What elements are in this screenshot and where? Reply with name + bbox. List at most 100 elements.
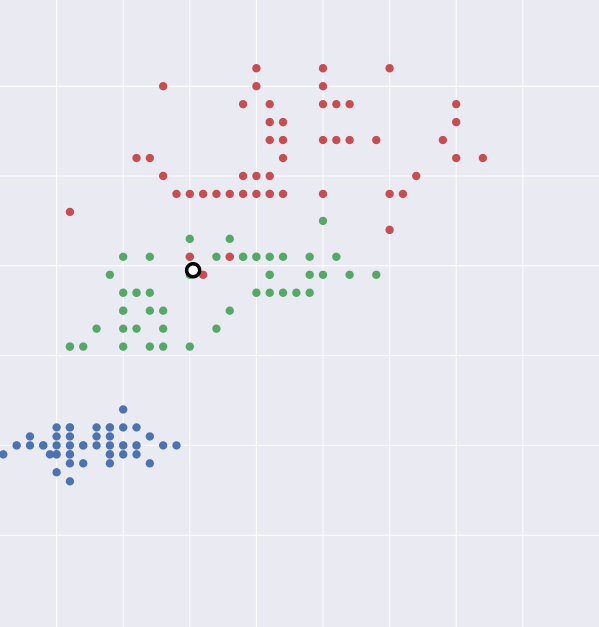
data-point-versicolor: [265, 288, 274, 297]
data-point-setosa: [25, 432, 35, 441]
data-point-versicolor: [225, 306, 234, 315]
data-point-virginica: [172, 189, 181, 199]
data-point-versicolor: [278, 288, 288, 297]
data-point-setosa: [65, 477, 75, 486]
data-point-virginica: [345, 99, 354, 109]
data-point-versicolor: [158, 342, 168, 351]
data-point-versicolor: [292, 288, 301, 297]
data-point-versicolor: [265, 252, 274, 262]
data-point-virginica: [452, 99, 461, 109]
data-point-versicolor: [305, 252, 314, 262]
data-point-virginica: [385, 64, 394, 73]
data-point-versicolor: [318, 216, 328, 226]
data-point-virginica: [252, 82, 261, 91]
data-point-setosa: [65, 423, 75, 432]
data-point-virginica: [278, 135, 288, 145]
data-point-virginica: [452, 153, 461, 163]
data-point-setosa: [25, 441, 35, 450]
data-point-setosa: [145, 432, 155, 441]
data-point-setosa: [79, 441, 88, 450]
highlighted-point: [184, 262, 202, 279]
data-point-setosa: [105, 423, 115, 432]
data-point-versicolor: [372, 270, 381, 279]
data-point-virginica: [318, 64, 328, 73]
data-point-setosa: [145, 459, 155, 468]
data-point-versicolor: [132, 324, 141, 333]
data-point-versicolor: [318, 270, 328, 279]
data-point-versicolor: [119, 324, 128, 333]
data-point-versicolor: [158, 324, 168, 333]
data-point-versicolor: [119, 288, 128, 297]
data-point-setosa: [65, 459, 75, 468]
data-point-setosa: [0, 450, 8, 459]
data-point-virginica: [385, 225, 394, 235]
data-point-virginica: [158, 82, 168, 91]
data-point-virginica: [238, 99, 248, 109]
data-point-setosa: [172, 441, 181, 450]
data-point-virginica: [238, 171, 248, 181]
data-point-setosa: [52, 468, 61, 477]
data-point-virginica: [265, 99, 274, 109]
data-point-versicolor: [185, 234, 194, 244]
data-point-virginica: [225, 189, 234, 199]
data-point-setosa: [132, 441, 141, 450]
data-point-setosa: [39, 441, 48, 450]
data-point-setosa: [119, 405, 128, 414]
data-point-versicolor: [332, 252, 341, 262]
data-point-versicolor: [305, 270, 314, 279]
data-point-setosa: [132, 450, 141, 459]
data-point-setosa: [92, 441, 101, 450]
data-point-setosa: [12, 441, 21, 450]
data-point-virginica: [238, 189, 248, 199]
data-point-versicolor: [105, 270, 115, 279]
data-point-virginica: [212, 189, 221, 199]
data-point-setosa: [65, 432, 75, 441]
data-point-versicolor: [212, 324, 221, 333]
data-point-setosa: [105, 459, 115, 468]
data-point-setosa: [92, 432, 101, 441]
data-point-virginica: [252, 189, 261, 199]
data-point-virginica: [318, 135, 328, 145]
data-point-versicolor: [238, 252, 248, 262]
data-point-virginica: [385, 189, 394, 199]
data-point-versicolor: [212, 252, 221, 262]
data-point-virginica: [452, 117, 461, 127]
data-point-setosa: [52, 450, 61, 459]
data-point-versicolor: [278, 252, 288, 262]
data-point-versicolor: [65, 342, 75, 351]
data-point-setosa: [52, 441, 61, 450]
data-point-versicolor: [305, 288, 314, 297]
data-point-setosa: [79, 459, 88, 468]
data-point-versicolor: [158, 306, 168, 315]
data-point-versicolor: [145, 306, 155, 315]
data-point-versicolor: [145, 252, 155, 262]
data-point-versicolor: [119, 306, 128, 315]
data-point-versicolor: [345, 270, 354, 279]
data-point-setosa: [65, 450, 75, 459]
data-point-setosa: [52, 432, 61, 441]
data-point-setosa: [132, 423, 141, 432]
data-points: [0, 64, 488, 486]
data-point-virginica: [132, 153, 141, 163]
data-point-virginica: [332, 99, 341, 109]
data-point-virginica: [318, 99, 328, 109]
data-point-setosa: [119, 441, 128, 450]
data-point-versicolor: [225, 234, 234, 244]
data-point-versicolor: [119, 342, 128, 351]
data-point-virginica: [318, 82, 328, 91]
data-point-virginica: [145, 153, 155, 163]
data-point-virginica: [278, 189, 288, 199]
data-point-versicolor: [92, 324, 101, 333]
data-point-virginica: [158, 171, 168, 181]
data-point-virginica: [345, 135, 354, 145]
data-point-setosa: [92, 423, 101, 432]
data-point-virginica: [412, 171, 421, 181]
data-point-versicolor: [265, 270, 274, 279]
highlight-marker: [184, 262, 202, 279]
data-point-virginica: [252, 171, 261, 181]
data-point-setosa: [45, 450, 55, 459]
data-point-virginica: [265, 171, 274, 181]
data-point-virginica: [265, 135, 274, 145]
